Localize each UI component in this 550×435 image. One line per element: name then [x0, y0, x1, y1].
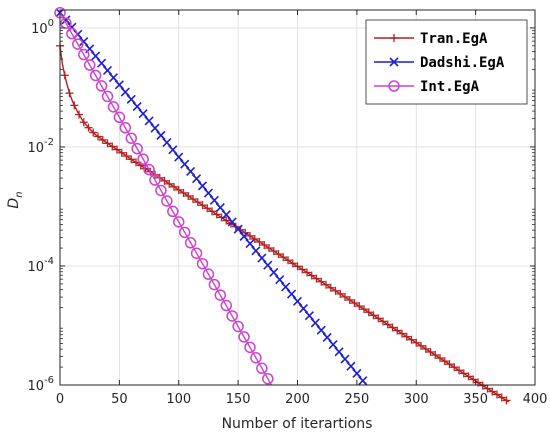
legend-entry: Dadshi.EgA	[374, 55, 505, 71]
x-axis-label: Number of iterartions	[222, 416, 373, 432]
legend-marker	[388, 80, 400, 92]
x-tick-label: 50	[111, 392, 128, 407]
y-tick-exponent: 0	[48, 18, 54, 29]
y-axis-label-main: D	[6, 198, 22, 209]
y-tick-exponent: -6	[44, 375, 54, 386]
legend-label: Dadshi.EgA	[420, 55, 505, 71]
y-tick-base: 10	[31, 22, 48, 37]
series-group	[54, 6, 511, 405]
series-int-ega	[54, 6, 274, 386]
y-tick-exponent: -4	[44, 256, 54, 267]
series-line	[59, 12, 272, 386]
x-tick-label: 350	[463, 392, 488, 407]
series-tran-ega	[56, 41, 511, 405]
series-markers	[55, 8, 368, 386]
y-axis-label: Dn	[6, 191, 25, 208]
x-tick-label: 400	[523, 392, 548, 407]
y-axis-label-subscript: n	[14, 191, 25, 197]
x-tick-label: 150	[226, 392, 251, 407]
y-tick-base: 10	[27, 379, 44, 394]
x-tick-label: 200	[285, 392, 310, 407]
y-tick-label: 100	[31, 18, 54, 37]
x-tick-label: 0	[56, 392, 64, 407]
series-dadshi-ega	[55, 8, 368, 386]
series-markers	[54, 6, 274, 385]
legend: Tran.EgA Dadshi.EgA Int.EgA	[365, 19, 528, 105]
legend-marker	[390, 34, 398, 42]
x-tick-label: 100	[166, 392, 191, 407]
y-tick-base: 10	[27, 260, 44, 275]
legend-entry: Int.EgA	[374, 79, 480, 95]
legend-entry: Tran.EgA	[374, 31, 488, 47]
svg-text:Dn: Dn	[6, 191, 25, 208]
y-tick-label: 10-2	[27, 137, 54, 156]
y-tick-exponent: -2	[44, 137, 54, 148]
legend-label: Tran.EgA	[420, 31, 488, 47]
x-tick-label: 300	[404, 392, 429, 407]
y-tick-label: 10-4	[27, 256, 54, 275]
legend-label: Int.EgA	[420, 79, 480, 95]
y-tick-base: 10	[27, 141, 44, 156]
series-markers	[56, 41, 511, 405]
legend-marker	[389, 57, 399, 67]
y-tick-label: 10-6	[27, 375, 54, 394]
x-tick-label: 250	[344, 392, 369, 407]
